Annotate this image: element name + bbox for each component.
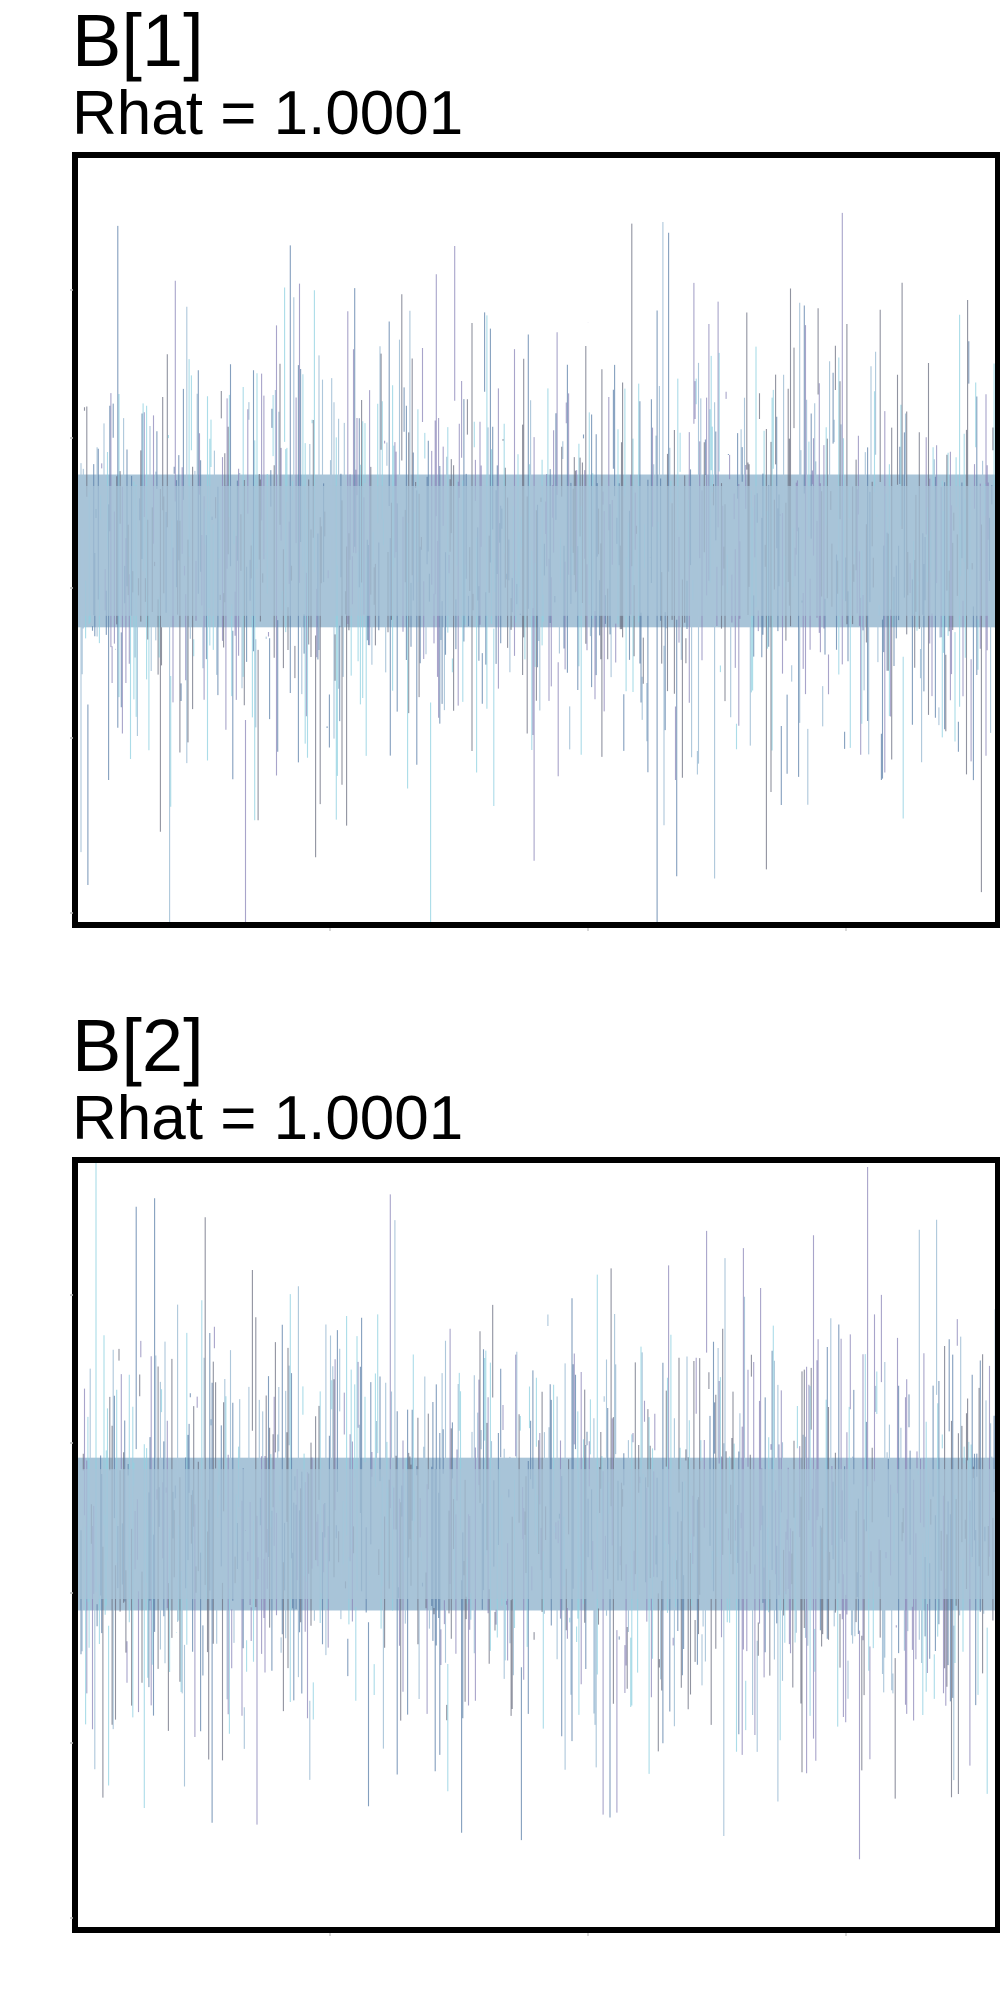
trace-plot-area xyxy=(0,148,1000,938)
plot-frame xyxy=(72,1157,1000,1933)
trace-lines xyxy=(75,212,998,922)
trace-plot xyxy=(70,152,1000,931)
trace-plot-area xyxy=(0,1153,1000,1943)
chart-subtitle: Rhat = 1.0001 xyxy=(72,79,464,148)
trace-lines xyxy=(75,1163,998,1860)
trace-band-core xyxy=(75,485,998,616)
plot-frame xyxy=(72,152,1000,928)
chart-title: B[2] xyxy=(72,1004,204,1087)
chart-subtitle: Rhat = 1.0001 xyxy=(72,1084,464,1153)
trace-band-core xyxy=(75,1469,998,1600)
chart-title: B[1] xyxy=(72,0,204,82)
trace-plot xyxy=(70,1157,1000,1936)
